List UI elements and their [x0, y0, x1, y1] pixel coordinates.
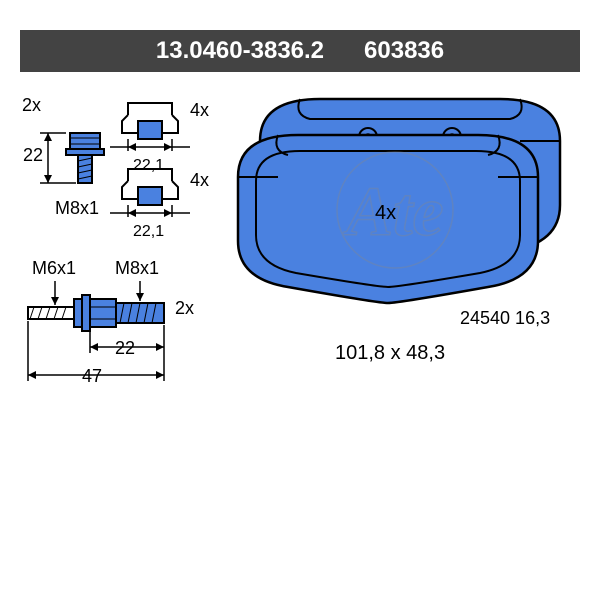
clip-top-qty: 4x — [190, 100, 209, 121]
bolt1-height: 22 — [23, 145, 43, 166]
bolt2-dim-outer: 47 — [82, 366, 102, 387]
diagram-container: 13.0460-3836.2 603836 — [0, 0, 600, 600]
clip-bot-qty: 4x — [190, 170, 209, 191]
bolt2-qty: 2x — [175, 298, 194, 319]
bolt1-qty: 2x — [22, 95, 41, 116]
header-bar: 13.0460-3836.2 603836 — [20, 30, 580, 72]
pad-dimensions: 101,8 x 48,3 — [335, 342, 445, 365]
bolt2-thread1: M6x1 — [32, 258, 76, 279]
bolt2-thread2: M8x1 — [115, 258, 159, 279]
clip-bot-group — [110, 169, 190, 217]
bolt1-thread: M8x1 — [55, 198, 99, 219]
clip-top-group — [110, 103, 190, 151]
pad-code: 24540 16,3 — [460, 308, 550, 329]
part-code: 603836 — [364, 37, 444, 65]
clip-bot-width: 22,1 — [133, 223, 164, 241]
diagram-area: Ate — [0, 85, 600, 505]
clip-top-width: 22,1 — [133, 157, 164, 175]
bolt1-group — [40, 133, 104, 183]
part-number: 13.0460-3836.2 — [156, 37, 324, 65]
pad-qty: 4x — [375, 202, 396, 225]
bolt2-dim-inner: 22 — [115, 338, 135, 359]
